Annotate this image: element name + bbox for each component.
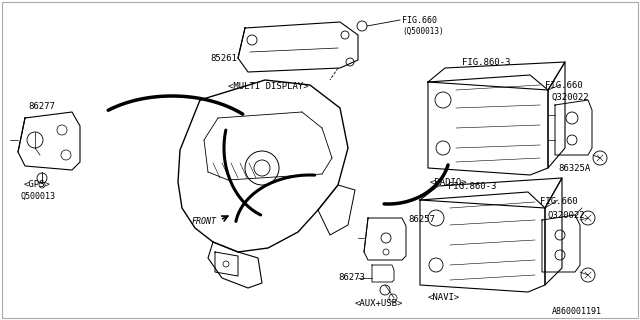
Text: <AUX+USB>: <AUX+USB> — [355, 299, 403, 308]
Text: FIG.660: FIG.660 — [545, 81, 582, 90]
Text: (Q500013): (Q500013) — [402, 27, 444, 36]
Text: 85261: 85261 — [210, 53, 237, 62]
Text: Q320022: Q320022 — [552, 92, 589, 101]
Text: 86273: 86273 — [338, 274, 365, 283]
Text: Q500013: Q500013 — [20, 191, 55, 201]
Text: 86325A: 86325A — [558, 164, 590, 172]
Text: <MULTI DISPLAY>: <MULTI DISPLAY> — [228, 82, 308, 91]
Text: FIG.860-3: FIG.860-3 — [448, 181, 497, 190]
Text: Q320022: Q320022 — [548, 211, 586, 220]
Text: A860001191: A860001191 — [552, 308, 602, 316]
Text: FIG.860-3: FIG.860-3 — [462, 58, 510, 67]
Text: 86257: 86257 — [408, 215, 435, 225]
Text: FIG.660: FIG.660 — [402, 15, 437, 25]
Text: FIG.660: FIG.660 — [540, 197, 578, 206]
Text: <RADIO>: <RADIO> — [430, 178, 468, 187]
Text: 86277: 86277 — [28, 101, 55, 110]
Text: FRONT: FRONT — [192, 218, 217, 227]
Text: <GPS>: <GPS> — [24, 180, 51, 188]
Text: <NAVI>: <NAVI> — [428, 293, 460, 302]
